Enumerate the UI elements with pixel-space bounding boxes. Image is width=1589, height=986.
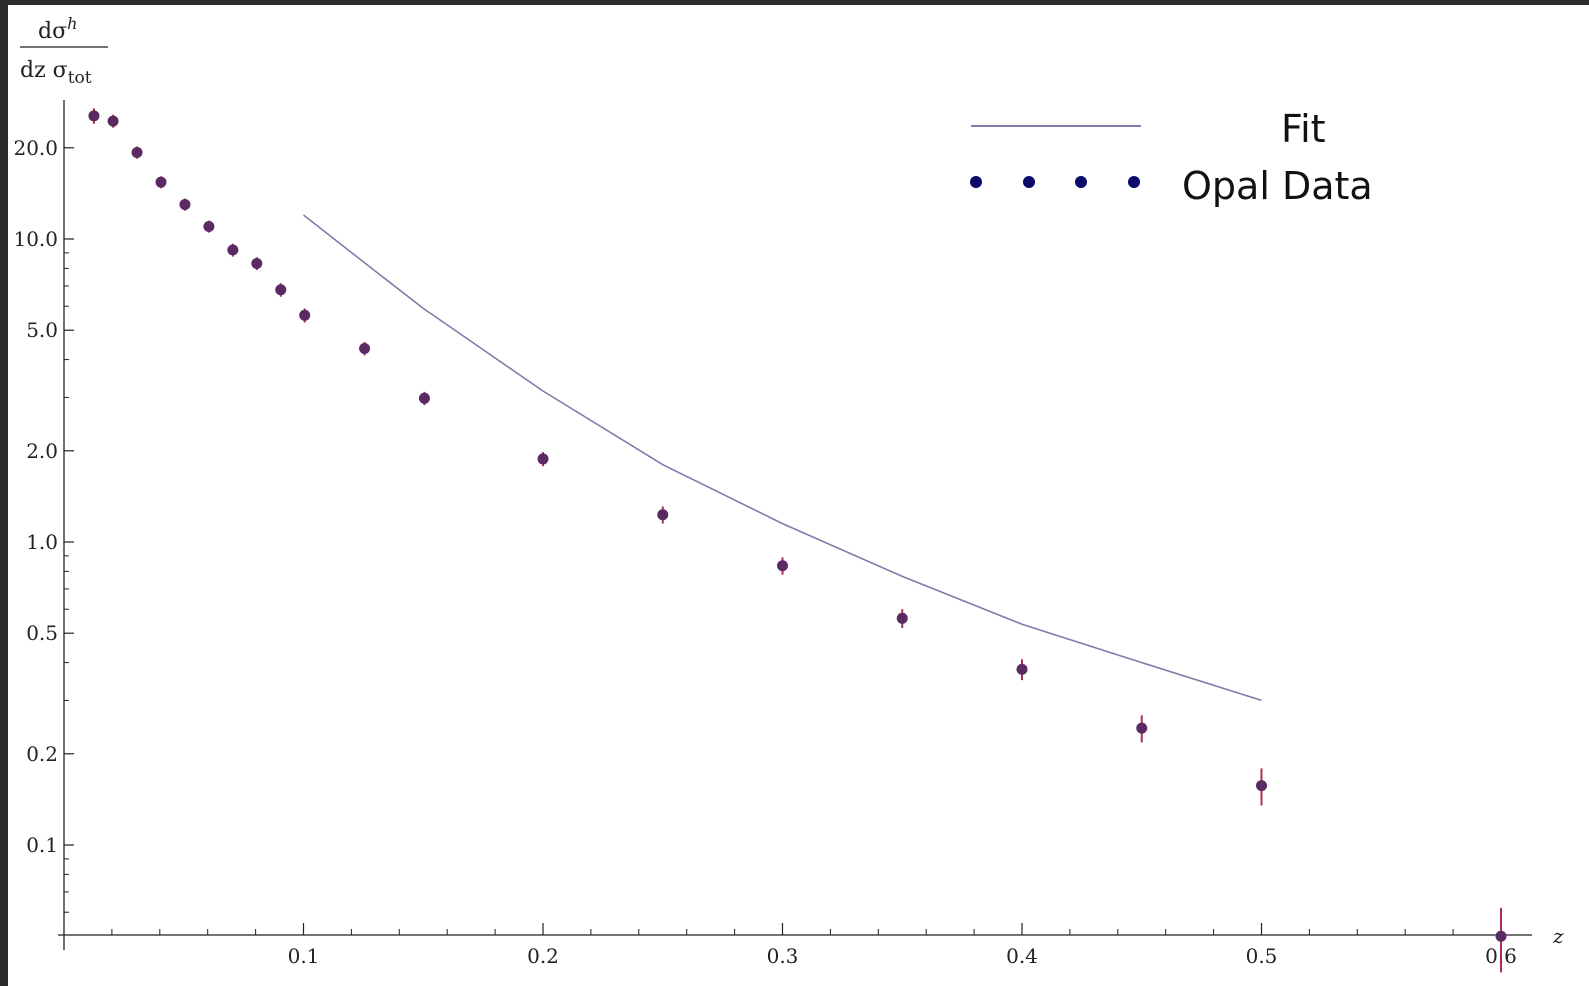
data-point bbox=[359, 343, 371, 355]
data-point bbox=[537, 453, 549, 465]
x-ticks: 0.1 0.2 0.3 0.4 0.5 0.6 bbox=[111, 923, 1517, 968]
data-point bbox=[299, 309, 311, 321]
data-point bbox=[275, 284, 287, 296]
y-tick-label: 5.0 bbox=[26, 318, 58, 342]
scatter-chart: dσh dz σtot 0.1 0.2 0.5 1.0 2.0 5.0 10.0 20.0 0… bbox=[13, 14, 1564, 973]
y-tick-label: 0.5 bbox=[26, 621, 58, 645]
data-point bbox=[155, 176, 167, 188]
y-tick-label: 10.0 bbox=[13, 227, 58, 251]
data-point bbox=[1256, 780, 1267, 792]
data-point bbox=[251, 258, 263, 270]
legend-data-marker bbox=[1128, 176, 1140, 188]
y-tick-label: 1.0 bbox=[26, 530, 58, 554]
legend-data-label: Opal Data bbox=[1182, 164, 1373, 208]
x-tick-label: 0.5 bbox=[1246, 944, 1278, 968]
x-tick-label: 0.3 bbox=[767, 944, 799, 968]
data-point bbox=[657, 509, 669, 521]
data-point bbox=[1495, 930, 1507, 942]
x-tick-label: 0.1 bbox=[288, 944, 320, 968]
y-ticks: 0.1 0.2 0.5 1.0 2.0 5.0 10.0 20.0 bbox=[13, 136, 74, 913]
y-axis-label-denominator: dz σtot bbox=[20, 58, 92, 88]
data-point bbox=[107, 115, 119, 127]
data-point bbox=[1136, 722, 1148, 734]
legend: Fit Opal Data bbox=[970, 107, 1373, 208]
data-point bbox=[896, 612, 908, 624]
opal-data-series bbox=[88, 108, 1507, 973]
data-point bbox=[1016, 663, 1028, 675]
data-point bbox=[777, 560, 788, 572]
y-tick-label: 0.2 bbox=[26, 742, 58, 766]
x-tick-label: 0.2 bbox=[527, 944, 559, 968]
data-point bbox=[179, 198, 191, 210]
plot-area: dσh dz σtot 0.1 0.2 0.5 1.0 2.0 5.0 10.0 20.0 0… bbox=[8, 5, 1589, 986]
y-axis-label-numerator: dσh bbox=[38, 14, 77, 44]
data-point bbox=[203, 220, 215, 232]
data-point bbox=[227, 244, 239, 256]
y-tick-label: 20.0 bbox=[13, 136, 58, 160]
data-point bbox=[418, 392, 430, 404]
y-tick-label: 0.1 bbox=[26, 833, 58, 857]
fit-line bbox=[303, 214, 1262, 702]
legend-data-marker bbox=[1075, 176, 1087, 188]
data-point bbox=[88, 110, 100, 122]
data-point bbox=[131, 146, 143, 158]
y-tick-label: 2.0 bbox=[26, 439, 58, 463]
legend-fit-label: Fit bbox=[1281, 107, 1326, 151]
y-axis-label: dσh dz σtot bbox=[20, 14, 108, 88]
x-axis-label: z bbox=[1552, 924, 1564, 948]
legend-data-marker bbox=[1023, 176, 1035, 188]
fit-series bbox=[303, 214, 1262, 702]
legend-data-marker bbox=[970, 176, 982, 188]
x-tick-label: 0.4 bbox=[1006, 944, 1038, 968]
